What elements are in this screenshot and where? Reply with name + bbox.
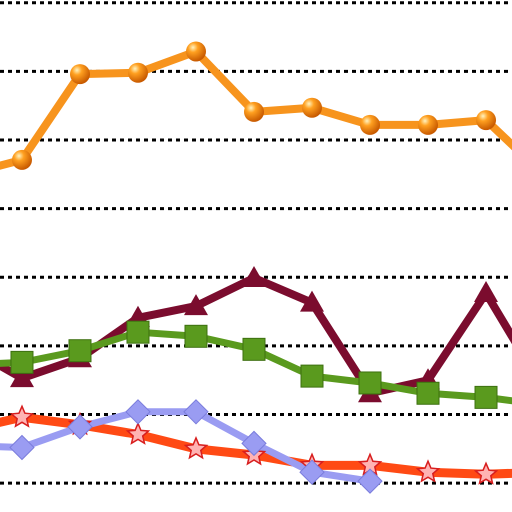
point xyxy=(185,41,206,62)
point xyxy=(9,434,35,461)
point xyxy=(11,149,32,170)
point xyxy=(241,265,266,287)
point xyxy=(67,414,93,440)
point xyxy=(474,281,499,303)
series-line xyxy=(0,273,512,398)
point xyxy=(183,435,209,460)
point xyxy=(360,114,381,135)
point xyxy=(127,62,148,83)
point xyxy=(474,385,498,409)
point xyxy=(357,468,383,494)
point xyxy=(299,459,325,485)
point xyxy=(358,371,382,395)
point xyxy=(476,110,497,131)
series-line xyxy=(0,408,371,485)
point xyxy=(242,337,266,361)
point xyxy=(126,320,150,344)
point xyxy=(184,324,208,348)
point xyxy=(9,366,34,388)
point xyxy=(415,459,441,483)
point xyxy=(302,97,323,118)
point xyxy=(416,381,440,405)
point xyxy=(125,399,151,425)
point xyxy=(243,101,264,122)
point xyxy=(183,399,209,425)
point xyxy=(241,430,267,457)
point xyxy=(68,339,92,363)
point xyxy=(10,350,34,374)
point xyxy=(125,421,151,445)
point xyxy=(69,64,90,85)
point xyxy=(9,404,35,428)
point xyxy=(473,461,499,485)
point xyxy=(300,290,325,312)
point xyxy=(418,114,439,135)
point xyxy=(183,294,208,316)
point xyxy=(300,364,324,388)
